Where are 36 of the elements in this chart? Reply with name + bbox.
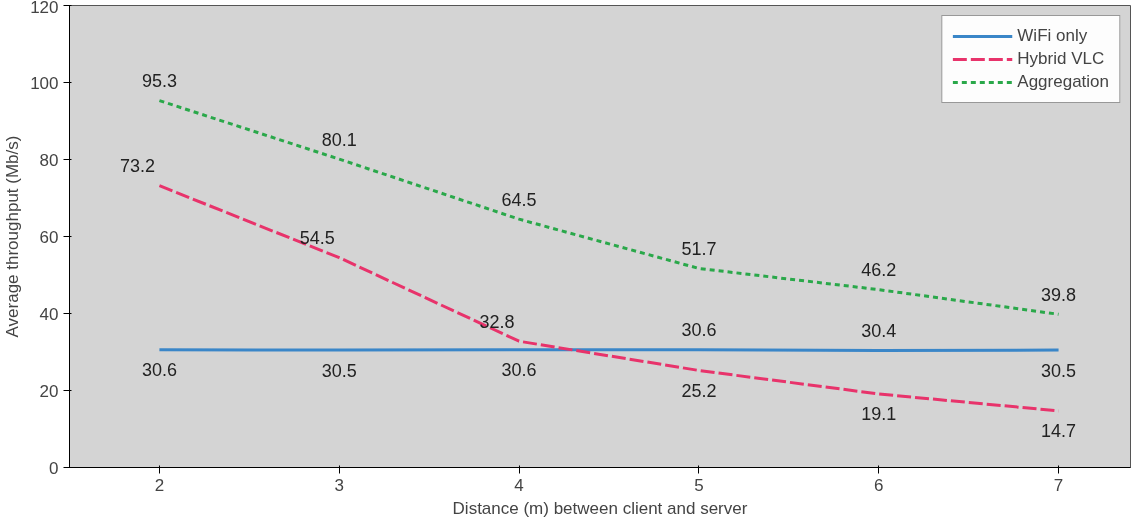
data-label: 30.5 [1041,360,1077,381]
y-axis-title: Average throughput (Mb/s) [3,135,23,338]
data-label: 64.5 [501,189,537,210]
data-label: 30.6 [141,360,177,381]
data-label: 46.2 [861,260,897,281]
data-label: 30.6 [681,320,717,341]
data-label: 39.8 [1041,284,1077,305]
x-axis-title: Distance (m) between client and server [452,498,748,518]
y-tick-label: 120 [30,0,59,17]
y-tick-label: 80 [39,150,59,170]
y-tick-label: 60 [39,227,59,247]
data-label: 80.1 [321,129,357,150]
x-tick-label: 7 [1053,475,1064,495]
x-tick-label: 3 [334,475,344,495]
legend-label: Aggregation [1017,72,1109,92]
x-tick-label: 2 [154,475,165,495]
data-label: 30.6 [501,360,537,381]
data-label: 73.2 [119,156,155,177]
x-tick-label: 4 [514,475,524,495]
data-label: 51.7 [681,238,717,259]
y-tick-label: 0 [49,458,59,478]
data-label: 32.8 [479,311,515,332]
x-tick-label: 5 [694,475,704,495]
data-label: 25.2 [681,380,717,401]
data-label: 19.1 [861,404,897,425]
y-tick-label: 100 [30,73,59,93]
legend-label: WiFi only [1017,26,1088,46]
data-label: 54.5 [299,228,335,249]
legend-label: Hybrid VLC [1017,49,1105,69]
x-tick-label: 6 [874,475,884,495]
data-label: 30.4 [861,320,897,341]
data-label: 95.3 [141,71,177,92]
y-tick-label: 40 [39,304,59,324]
data-label: 30.5 [321,360,357,381]
data-label: 14.7 [1041,421,1077,442]
y-tick-label: 20 [39,381,59,401]
